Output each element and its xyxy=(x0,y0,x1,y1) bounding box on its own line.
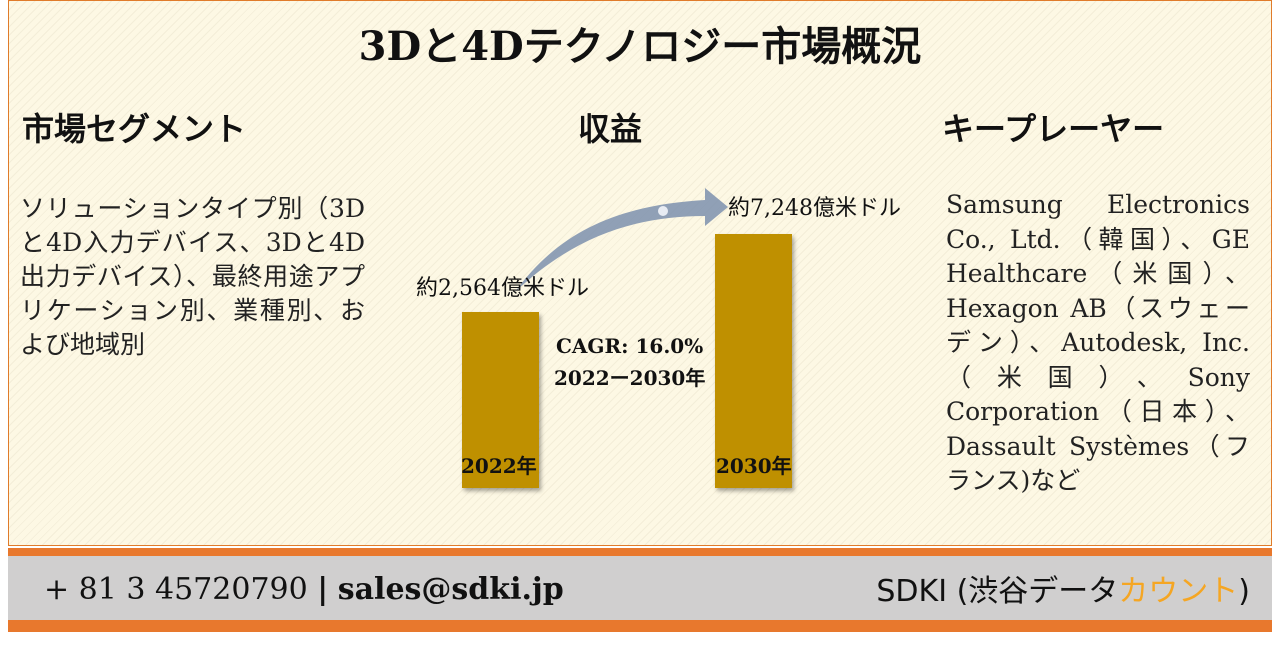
brand-highlight: カウント xyxy=(1118,574,1239,609)
email[interactable]: sales@sdki.jp xyxy=(337,572,564,607)
brand-name: SDKI (渋谷データ xyxy=(876,574,1119,609)
growth-arrow xyxy=(515,188,728,292)
separator: | xyxy=(317,572,329,607)
segment-body: ソリューションタイプ別（3Dと4D入力デバイス、3Dと4D出力デバイス）、最終用… xyxy=(20,194,365,359)
phone: + 81 3 45720790 xyxy=(44,572,308,607)
footer-stripe xyxy=(8,548,1272,556)
players-body: Samsung Electronics Co., Ltd.（韓国）、GE Hea… xyxy=(946,190,1250,495)
players-heading: キープレーヤー xyxy=(942,110,1165,148)
bar-2022 xyxy=(462,312,539,488)
arrow-dot xyxy=(658,206,668,216)
brand: SDKI (渋谷データカウント) xyxy=(876,566,1250,610)
segment-heading: 市場セグメント xyxy=(22,110,247,148)
start-value: 約2,564億米ドル xyxy=(416,276,589,301)
footer xyxy=(8,556,1272,620)
cagr: CAGR: 16.0% xyxy=(556,334,704,358)
end-value: 約7,248億米ドル xyxy=(728,196,901,221)
brand-end: ) xyxy=(1238,574,1250,609)
panel xyxy=(8,0,1272,546)
period: 2022ー2030年 xyxy=(554,366,706,390)
arrow xyxy=(515,188,728,292)
footer-stripe xyxy=(8,620,1272,632)
end-year: 2030年 xyxy=(716,454,792,478)
revenue-heading: 収益 xyxy=(578,110,643,148)
title: 3Dと4Dテクノロジー市場概況 xyxy=(358,23,922,70)
bar-2030 xyxy=(715,234,792,488)
contact: + 81 3 45720790 | sales@sdki.jp xyxy=(44,572,564,607)
start-year: 2022年 xyxy=(461,454,537,478)
